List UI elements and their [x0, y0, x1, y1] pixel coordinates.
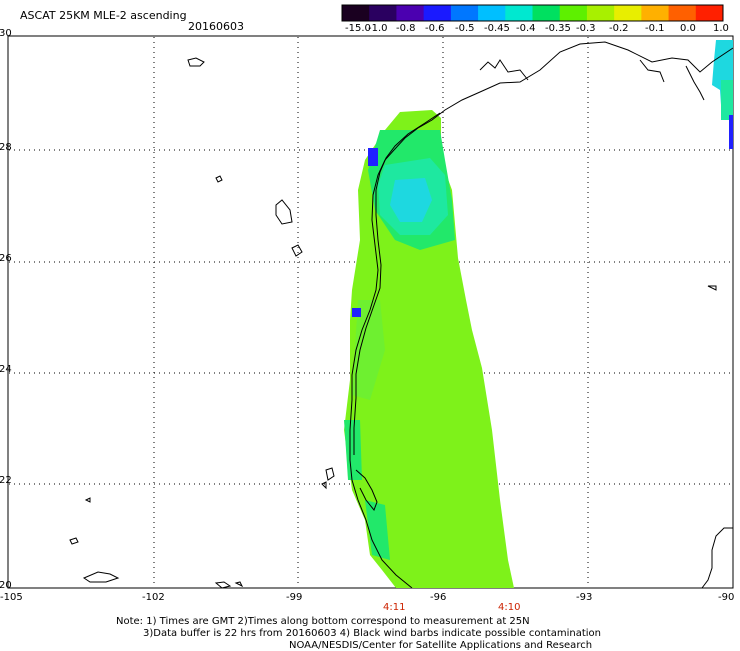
lake-outline [214, 581, 232, 589]
colorbar-segment [423, 5, 452, 21]
lagoon [355, 469, 378, 511]
footer-note-2: 3)Data buffer is 22 hrs from 20160603 4)… [143, 628, 601, 639]
colorbar-segment [532, 5, 561, 21]
product-date: 20160603 [188, 20, 244, 33]
swath-patch [352, 300, 385, 400]
scatterometer-swath [344, 110, 514, 588]
colorbar-label: 0.0 [680, 23, 696, 34]
colorbar-segment [641, 5, 670, 21]
colorbar-segment [559, 5, 588, 21]
lon-label-93: -93 [576, 592, 593, 603]
lake-outline [234, 581, 244, 588]
lat-label-26: 26 [0, 253, 12, 264]
bayou-detail [479, 59, 705, 101]
lon-label-105: -105 [0, 592, 23, 603]
lake-outline [187, 57, 205, 67]
swath-edge [721, 80, 733, 120]
colorbar-segment [586, 5, 615, 21]
colorbar-label: -0.4 [516, 23, 536, 34]
swath-patch-aqua [390, 178, 432, 222]
lake-outline [69, 537, 79, 545]
time-label-left: 4:11 [383, 602, 406, 613]
colorbar-label: 1.0 [713, 23, 729, 34]
lon-label-102: -102 [142, 592, 165, 603]
lon-label-99: -99 [286, 592, 303, 603]
colorbar-segment [505, 5, 533, 21]
colorbar-label: -0.45 [484, 23, 510, 34]
colorbar-segment [478, 5, 506, 21]
colorbar-segment [342, 5, 370, 21]
lat-label-28: 28 [0, 142, 12, 153]
colorbar-segment [396, 5, 425, 21]
swath-edge [729, 115, 733, 149]
lon-label-90: -90 [718, 592, 735, 603]
lat-label-30: 30 [0, 28, 12, 39]
swath-patch [344, 420, 362, 480]
colorbar [341, 4, 724, 22]
lat-label-22: 22 [0, 475, 12, 486]
lat-label-24: 24 [0, 364, 12, 375]
coastline-yucatan [701, 527, 733, 589]
colorbar-segment [668, 5, 697, 21]
lake-outline [707, 285, 717, 291]
colorbar-label: -0.2 [609, 23, 629, 34]
footer-note-3: NOAA/NESDIS/Center for Satellite Applica… [289, 640, 593, 651]
colorbar-segment [614, 5, 642, 21]
colorbar-label: -0.5 [455, 23, 475, 34]
colorbar-label: -0.3 [576, 23, 596, 34]
lake-outline [291, 244, 303, 257]
time-label-right: 4:10 [498, 602, 521, 613]
lon-label-96: -96 [430, 592, 447, 603]
colorbar-label: -0.6 [425, 23, 445, 34]
map-frame [7, 35, 734, 589]
colorbar-segment [369, 5, 397, 21]
colorbar-label: -1.0 [368, 23, 388, 34]
colorbar-segment [450, 5, 479, 21]
colorbar-border [341, 4, 724, 22]
lake-outline [84, 497, 91, 503]
colorbar-segment [695, 5, 724, 21]
lake-outline [321, 481, 327, 490]
product-title: ASCAT 25KM MLE-2 ascending [20, 9, 187, 22]
lat-label-20: 20 [0, 580, 12, 591]
swath-patch [365, 500, 390, 560]
footer-note-1: Note: 1) Times are GMT 2)Times along bot… [116, 616, 530, 627]
lake-outline [215, 175, 223, 183]
colorbar-label: -0.8 [396, 23, 416, 34]
colorbar-label: -15.0 [345, 23, 371, 34]
lake-outline [325, 467, 335, 481]
swath-pixel-blue [352, 308, 361, 317]
lake-outline [275, 199, 293, 225]
colorbar-label: -0.35 [545, 23, 571, 34]
swath-pixel-blue [368, 148, 378, 166]
barrier-island [353, 112, 441, 455]
colorbar-label: -0.1 [645, 23, 665, 34]
lake-outline [82, 571, 120, 583]
